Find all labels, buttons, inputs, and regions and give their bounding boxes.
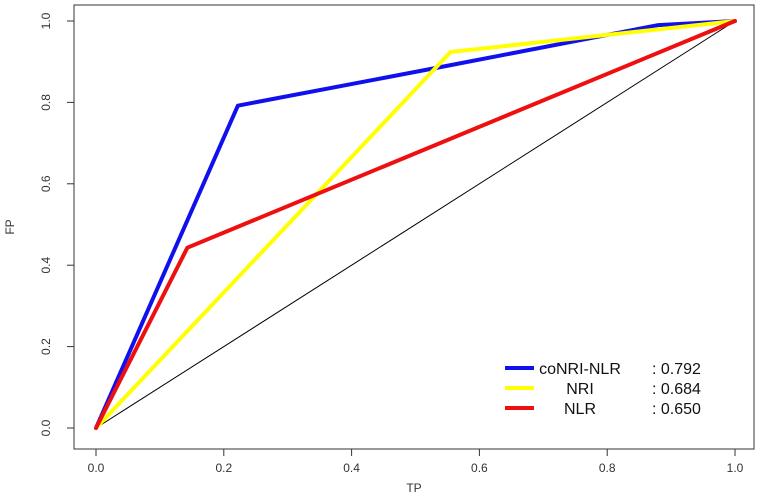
legend-value-2: : 0.650 — [652, 401, 701, 418]
y-tick-label: 0.6 — [39, 175, 53, 192]
legend: coNRI-NLR : 0.792 NRI : 0.684 NLR : 0.650 — [505, 361, 701, 418]
x-tick-label: 1.0 — [727, 461, 744, 475]
y-tick-label: 0.4 — [39, 257, 53, 274]
y-axis-title: FP — [3, 219, 17, 234]
x-tick-label: 0.2 — [215, 461, 232, 475]
series-line-2 — [94, 19, 737, 430]
x-tick-label: 0.0 — [88, 461, 105, 475]
series-line-1 — [94, 19, 737, 430]
series-line-0 — [94, 19, 737, 430]
x-tick-label: 0.6 — [471, 461, 488, 475]
legend-label-0: coNRI-NLR — [539, 361, 621, 378]
x-tick-label: 0.4 — [343, 461, 360, 475]
x-axis-title: TP — [406, 481, 421, 495]
legend-label-2: NLR — [564, 401, 596, 418]
y-tick-label: 0.0 — [39, 419, 53, 436]
series-layer — [94, 19, 737, 430]
x-tick-label: 0.8 — [599, 461, 616, 475]
y-tick-label: 0.2 — [39, 338, 53, 355]
legend-value-0: : 0.792 — [652, 361, 701, 378]
legend-value-1: : 0.684 — [652, 381, 701, 398]
legend-label-1: NRI — [566, 381, 594, 398]
reference-diagonal — [95, 20, 736, 429]
x-axis: 0.0 0.2 0.4 0.6 0.8 1.0 — [88, 448, 744, 475]
reference-line — [95, 20, 736, 429]
y-tick-label: 1.0 — [39, 12, 53, 29]
y-axis: 0.0 0.2 0.4 0.6 0.8 1.0 — [39, 12, 75, 436]
y-tick-label: 0.8 — [39, 94, 53, 111]
